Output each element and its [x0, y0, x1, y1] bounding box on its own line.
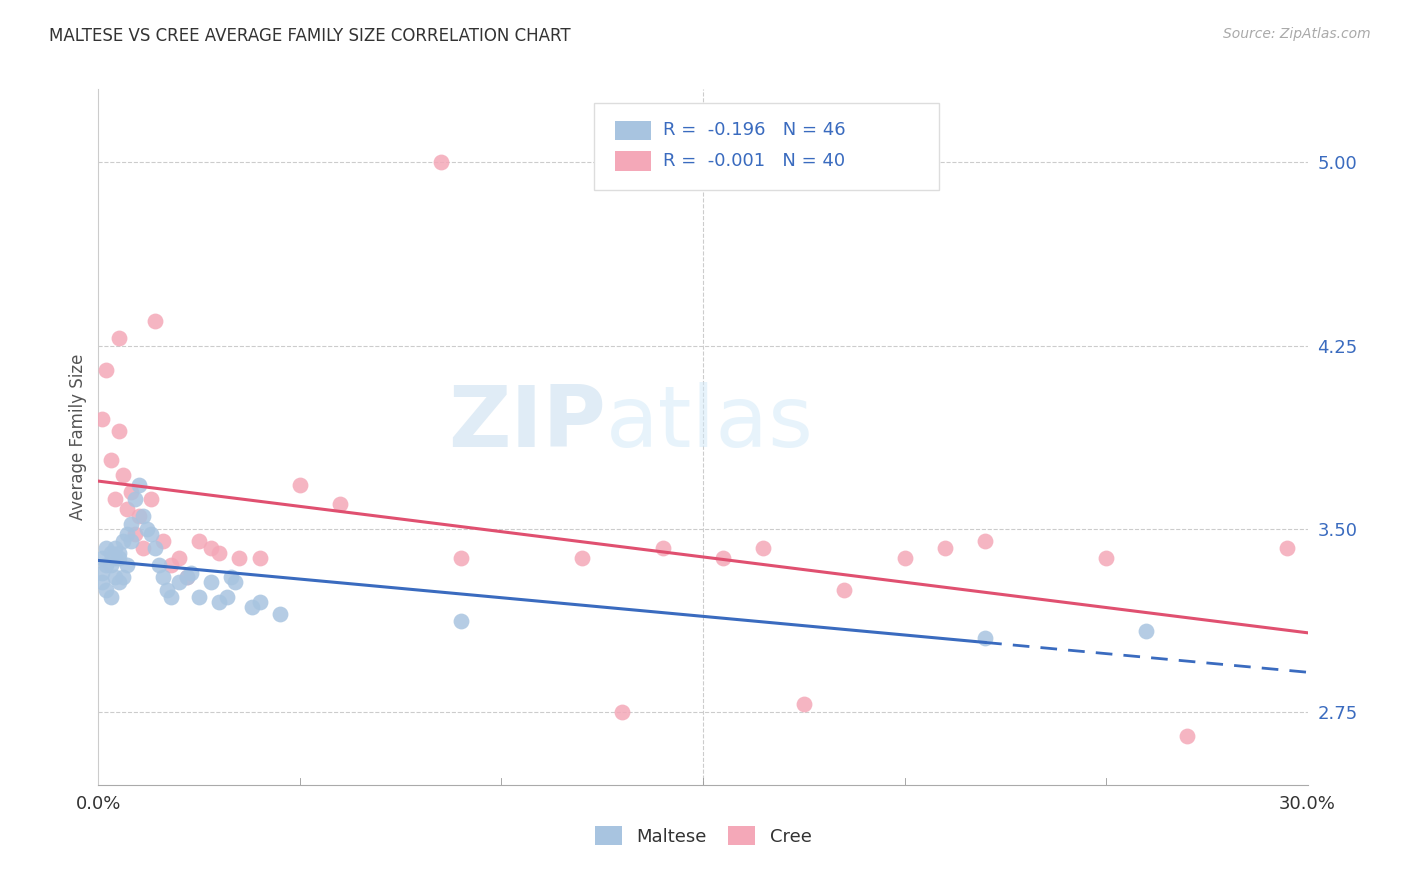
- Point: [200, 541, 222, 556]
- Point: [100, 453, 122, 467]
- Point: [240, 599, 263, 614]
- Point: [228, 550, 250, 565]
- Point: [934, 541, 956, 556]
- Point: [1135, 624, 1157, 639]
- Point: [107, 550, 129, 565]
- Point: [224, 575, 246, 590]
- Point: [974, 533, 997, 548]
- Point: [152, 533, 174, 548]
- Point: [115, 558, 138, 573]
- Point: [160, 558, 183, 573]
- Point: [249, 595, 271, 609]
- Point: [100, 558, 122, 573]
- Point: [120, 516, 142, 531]
- Point: [288, 477, 311, 491]
- Point: [571, 550, 593, 565]
- Point: [103, 550, 125, 565]
- Point: [111, 467, 134, 482]
- Point: [139, 526, 162, 541]
- Point: [160, 590, 183, 604]
- Point: [107, 575, 129, 590]
- Point: [91, 550, 114, 565]
- Point: [752, 541, 775, 556]
- Point: [200, 575, 222, 590]
- Point: [217, 590, 239, 604]
- Point: [103, 570, 125, 584]
- Point: [249, 550, 271, 565]
- FancyBboxPatch shape: [595, 103, 939, 190]
- Point: [91, 411, 114, 425]
- Text: Source: ZipAtlas.com: Source: ZipAtlas.com: [1223, 27, 1371, 41]
- Point: [96, 558, 118, 573]
- Point: [832, 582, 855, 597]
- Point: [167, 575, 190, 590]
- Point: [100, 546, 122, 560]
- Point: [91, 575, 114, 590]
- Point: [128, 509, 150, 524]
- Point: [188, 533, 211, 548]
- Point: [1175, 729, 1198, 743]
- Point: [96, 363, 118, 377]
- Point: [115, 502, 138, 516]
- Text: MALTESE VS CREE AVERAGE FAMILY SIZE CORRELATION CHART: MALTESE VS CREE AVERAGE FAMILY SIZE CORR…: [49, 27, 571, 45]
- Legend: Maltese, Cree: Maltese, Cree: [595, 826, 811, 846]
- Point: [329, 497, 352, 511]
- Point: [107, 331, 129, 345]
- Y-axis label: Average Family Size: Average Family Size: [69, 354, 87, 520]
- Point: [96, 541, 118, 556]
- Point: [103, 492, 125, 507]
- Point: [135, 522, 157, 536]
- Point: [208, 595, 231, 609]
- Point: [111, 570, 134, 584]
- Point: [139, 492, 162, 507]
- Point: [711, 550, 734, 565]
- Point: [208, 546, 231, 560]
- Point: [167, 550, 190, 565]
- Point: [176, 570, 198, 584]
- Point: [1277, 541, 1299, 556]
- Text: R =  -0.001   N = 40: R = -0.001 N = 40: [664, 152, 845, 169]
- Point: [111, 533, 134, 548]
- Point: [120, 485, 142, 500]
- Text: R =  -0.196   N = 46: R = -0.196 N = 46: [664, 121, 846, 139]
- Point: [450, 615, 472, 629]
- Point: [143, 314, 166, 328]
- Point: [269, 607, 291, 621]
- Point: [91, 566, 114, 580]
- Point: [124, 492, 146, 507]
- Point: [651, 541, 673, 556]
- Point: [180, 566, 202, 580]
- Point: [132, 541, 155, 556]
- Point: [148, 558, 170, 573]
- FancyBboxPatch shape: [614, 151, 651, 170]
- Point: [103, 541, 125, 556]
- Point: [124, 526, 146, 541]
- Point: [120, 533, 142, 548]
- Point: [1095, 550, 1118, 565]
- Point: [156, 582, 179, 597]
- Point: [107, 424, 129, 438]
- Point: [152, 570, 174, 584]
- FancyBboxPatch shape: [614, 120, 651, 140]
- Text: atlas: atlas: [606, 382, 814, 465]
- Point: [612, 705, 634, 719]
- Point: [132, 509, 155, 524]
- Point: [974, 632, 997, 646]
- Point: [450, 550, 472, 565]
- Point: [128, 477, 150, 491]
- Text: ZIP: ZIP: [449, 382, 606, 465]
- Point: [143, 541, 166, 556]
- Point: [115, 526, 138, 541]
- Point: [100, 590, 122, 604]
- Point: [188, 590, 211, 604]
- Point: [430, 155, 453, 169]
- Point: [221, 570, 243, 584]
- Point: [176, 570, 198, 584]
- Point: [96, 582, 118, 597]
- Point: [893, 550, 915, 565]
- Point: [793, 698, 815, 712]
- Point: [107, 546, 129, 560]
